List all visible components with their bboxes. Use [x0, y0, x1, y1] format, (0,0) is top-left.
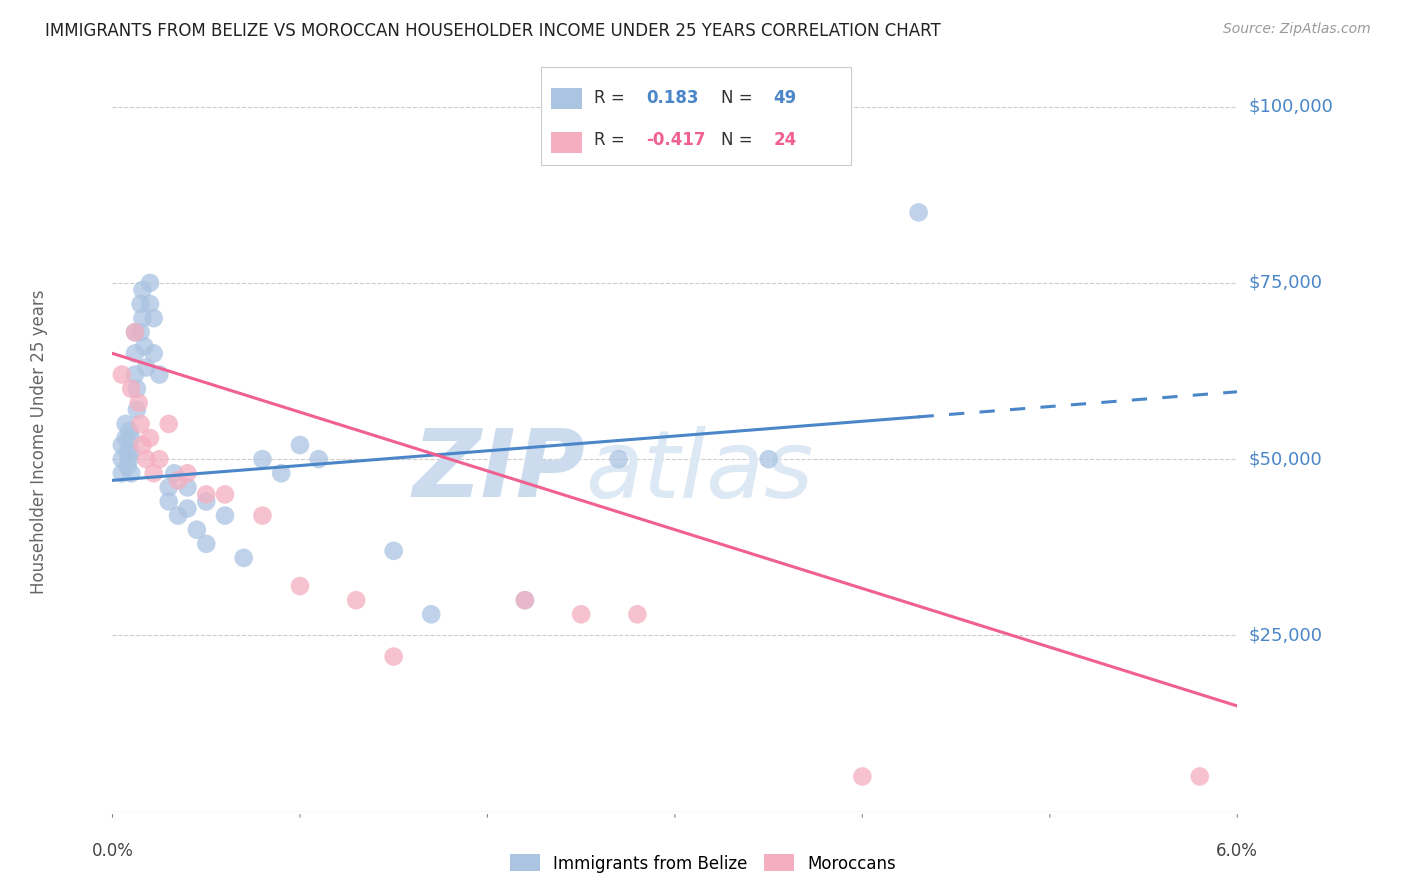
Point: [252, 452, 274, 467]
Text: 0.0%: 0.0%: [91, 842, 134, 860]
Text: 24: 24: [773, 131, 797, 150]
Point: [128, 396, 150, 410]
Text: N =: N =: [721, 89, 758, 107]
Point: [1188, 769, 1211, 783]
Point: [134, 339, 156, 353]
Text: $100,000: $100,000: [1249, 97, 1333, 116]
Point: [758, 452, 780, 467]
Text: $50,000: $50,000: [1249, 450, 1322, 468]
Point: [120, 382, 142, 396]
Point: [288, 579, 311, 593]
Text: $75,000: $75,000: [1249, 274, 1323, 292]
Point: [851, 769, 873, 783]
Text: 0.183: 0.183: [647, 89, 699, 107]
Text: Householder Income Under 25 years: Householder Income Under 25 years: [31, 289, 48, 594]
Point: [232, 550, 254, 565]
Point: [131, 438, 153, 452]
Point: [176, 467, 198, 481]
Text: -0.417: -0.417: [647, 131, 706, 150]
Text: $25,000: $25,000: [1249, 626, 1323, 644]
Point: [176, 501, 198, 516]
Point: [607, 452, 630, 467]
Point: [148, 452, 170, 467]
Point: [157, 494, 180, 508]
Point: [344, 593, 367, 607]
Point: [308, 452, 330, 467]
Text: ZIP: ZIP: [412, 425, 585, 517]
Text: R =: R =: [593, 89, 630, 107]
Text: atlas: atlas: [585, 425, 813, 516]
Point: [111, 467, 134, 481]
Point: [270, 467, 292, 481]
Point: [142, 467, 165, 481]
Legend: Immigrants from Belize, Moroccans: Immigrants from Belize, Moroccans: [503, 847, 903, 880]
Point: [382, 544, 405, 558]
Point: [129, 325, 152, 339]
Point: [148, 368, 170, 382]
Point: [135, 452, 157, 467]
Point: [120, 431, 142, 445]
Point: [124, 346, 146, 360]
Point: [569, 607, 592, 622]
Point: [125, 402, 148, 417]
Point: [117, 459, 139, 474]
Point: [111, 368, 134, 382]
Point: [513, 593, 536, 607]
Bar: [551, 132, 582, 153]
Point: [167, 508, 190, 523]
Point: [111, 438, 134, 452]
Point: [117, 445, 139, 459]
Point: [214, 508, 236, 523]
Point: [124, 325, 146, 339]
Point: [139, 297, 162, 311]
Point: [626, 607, 648, 622]
Point: [382, 649, 405, 664]
Point: [195, 537, 218, 551]
Point: [129, 297, 152, 311]
Point: [131, 283, 153, 297]
Point: [195, 487, 218, 501]
Point: [120, 467, 142, 481]
Point: [114, 417, 136, 431]
Point: [157, 480, 180, 494]
Point: [131, 311, 153, 326]
Text: 6.0%: 6.0%: [1216, 842, 1258, 860]
Point: [420, 607, 443, 622]
Point: [907, 205, 929, 219]
Point: [124, 368, 146, 382]
Point: [176, 480, 198, 494]
Point: [186, 523, 208, 537]
Point: [139, 276, 162, 290]
Point: [118, 424, 141, 438]
Text: R =: R =: [593, 131, 630, 150]
Point: [139, 431, 162, 445]
Point: [167, 473, 190, 487]
Point: [142, 311, 165, 326]
Point: [111, 452, 134, 467]
Point: [288, 438, 311, 452]
Point: [252, 508, 274, 523]
Bar: [551, 87, 582, 109]
Text: N =: N =: [721, 131, 758, 150]
Text: IMMIGRANTS FROM BELIZE VS MOROCCAN HOUSEHOLDER INCOME UNDER 25 YEARS CORRELATION: IMMIGRANTS FROM BELIZE VS MOROCCAN HOUSE…: [45, 22, 941, 40]
Point: [163, 467, 186, 481]
Point: [157, 417, 180, 431]
Point: [125, 382, 148, 396]
Text: 49: 49: [773, 89, 797, 107]
Point: [124, 325, 146, 339]
Point: [513, 593, 536, 607]
Point: [135, 360, 157, 375]
Point: [214, 487, 236, 501]
Point: [120, 445, 142, 459]
Point: [142, 346, 165, 360]
Text: Source: ZipAtlas.com: Source: ZipAtlas.com: [1223, 22, 1371, 37]
Point: [129, 417, 152, 431]
Point: [195, 494, 218, 508]
Point: [118, 452, 141, 467]
Point: [114, 431, 136, 445]
